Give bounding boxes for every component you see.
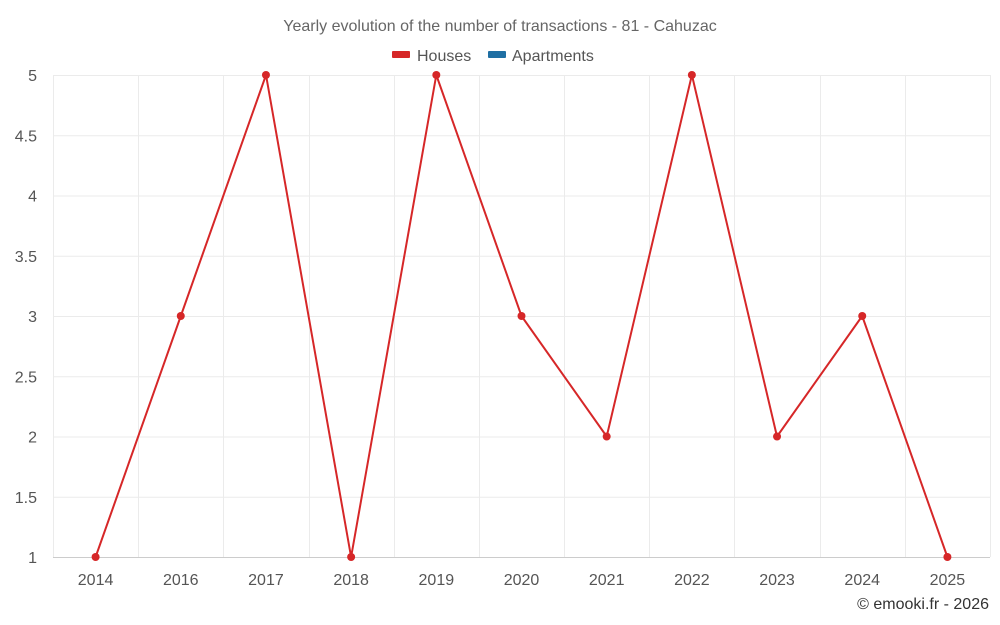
legend-swatch-apartments [488,51,506,58]
data-point-houses[interactable] [602,432,611,441]
legend-label-houses: Houses [417,48,471,65]
data-point-houses[interactable] [687,71,696,79]
data-point-houses[interactable] [347,553,356,561]
legend-swatch-houses [392,51,410,58]
y-tick-label: 5 [28,68,37,85]
x-tick-label: 2021 [589,572,625,589]
x-tick-label: 2022 [674,572,710,589]
data-point-houses[interactable] [858,312,867,320]
y-tick-label: 1 [28,550,37,567]
data-point-houses[interactable] [943,553,952,561]
x-tick-label: 2019 [419,572,455,589]
x-tick-label: 2025 [930,572,966,589]
x-tick-label: 2016 [163,572,199,589]
x-axis-ticks: 2014 2016 2017 2018 2019 2020 2021 2022 2023 2024… [78,572,966,589]
legend-item-apartments[interactable]: Apartments [488,48,594,65]
legend: Houses Apartments [392,48,594,65]
x-tick-label: 2023 [759,572,795,589]
y-tick-label: 3 [28,309,37,326]
y-tick-label: 4.5 [15,128,37,145]
data-point-houses[interactable] [432,71,441,79]
series [91,71,952,561]
data-point-houses[interactable] [176,312,185,320]
x-tick-label: 2024 [844,572,880,589]
legend-label-apartments: Apartments [512,48,594,65]
x-tick-label: 2017 [248,572,284,589]
y-tick-label: 2.5 [15,369,37,386]
data-point-houses[interactable] [773,432,782,441]
y-tick-label: 1.5 [15,490,37,507]
y-tick-label: 2 [28,430,37,447]
y-axis-ticks: 1 1.5 2 2.5 3 3.5 4 4.5 5 [15,68,37,567]
x-tick-label: 2014 [78,572,114,589]
data-point-houses[interactable] [261,71,270,79]
y-tick-label: 4 [28,189,37,206]
data-point-houses[interactable] [91,553,100,561]
legend-item-houses[interactable]: Houses [392,48,471,65]
chart-title: Yearly evolution of the number of transa… [283,18,716,35]
credit-text: © emooki.fr - 2026 [857,596,989,613]
x-tick-label: 2020 [504,572,540,589]
data-point-houses[interactable] [517,312,526,320]
y-tick-label: 3.5 [15,249,37,266]
x-tick-label: 2018 [333,572,369,589]
